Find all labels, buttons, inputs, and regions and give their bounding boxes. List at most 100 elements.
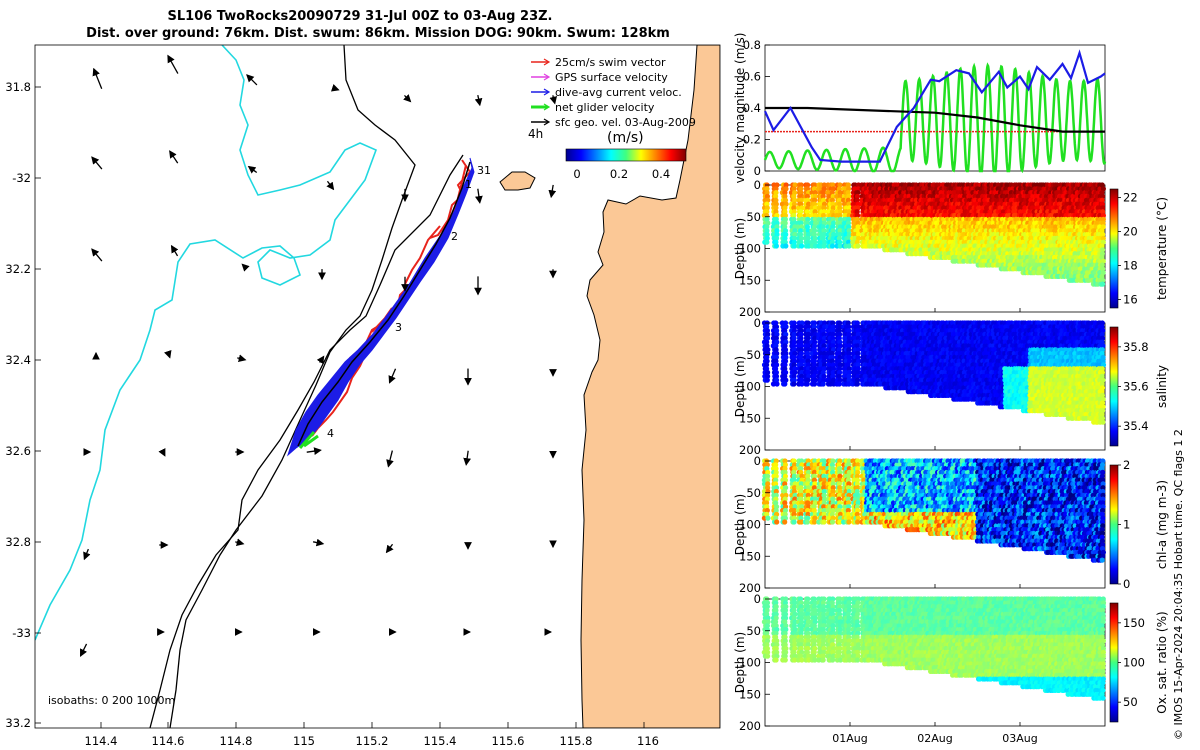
geo-arrow [164, 350, 172, 359]
profile-dot [774, 381, 780, 387]
geo-arrow [403, 94, 412, 103]
waypoint-31: 31 [477, 164, 491, 177]
velocity-y-tick-label: 0.6 [743, 70, 761, 84]
geo-arrow [235, 538, 245, 547]
colorbar-prefix: 4h [528, 127, 543, 141]
isobath-1000m [149, 154, 464, 728]
legend-label: GPS surface velocity [555, 71, 668, 84]
map-x-tick-label: 115.8 [560, 734, 593, 748]
map-x-tick-label: 115.2 [356, 734, 389, 748]
colorbar-tick-label: 20 [1123, 225, 1138, 239]
velocity-y-tick-label: 0.4 [743, 101, 761, 115]
profile-dot [774, 224, 780, 230]
depth-axis-label: Depth (m) [733, 218, 747, 279]
geo-arrow [91, 248, 103, 262]
velocity-y-tick-label: 0.8 [743, 38, 761, 52]
profile-dot [805, 220, 811, 226]
waypoint-4: 4 [327, 427, 334, 440]
profile-dot [812, 228, 818, 234]
profile-dot [812, 197, 818, 203]
geo-arrow [331, 84, 340, 92]
profile-dot [821, 201, 828, 207]
geo-arrow [312, 538, 325, 547]
profile-dot [764, 224, 770, 230]
profile-dot [764, 190, 770, 196]
profile-dot [782, 197, 789, 203]
profile-dot [836, 381, 842, 387]
profile-dot [805, 216, 811, 222]
geo-arrow [92, 67, 103, 90]
colorbar-tick-label: 22 [1123, 191, 1138, 205]
profile-dot [799, 243, 805, 249]
profile-dot [773, 197, 779, 203]
geo-arrow [158, 448, 166, 457]
waypoint-3: 3 [395, 321, 402, 334]
profile-dot [812, 212, 819, 219]
geo-arrow [475, 188, 483, 204]
geo-arrow [548, 184, 557, 199]
profile-dot [782, 209, 788, 215]
legend-swatch-head [543, 88, 551, 96]
profile-dot [791, 243, 798, 249]
map-y-tick-label: -33 [12, 626, 31, 640]
profile-dot [798, 182, 804, 188]
profile-dot [820, 193, 826, 199]
depth-tick-label: 50 [746, 210, 761, 224]
title-line-1: SL106 TwoRocks20090729 31-Jul 00Z to 03-… [168, 9, 553, 24]
geo-arrow [474, 94, 483, 107]
profile-dot [764, 228, 770, 234]
profile-dot [774, 220, 780, 226]
map-x-tick-label: 114.6 [152, 734, 185, 748]
profile-dot [773, 193, 779, 199]
colorbar-tick-label: 18 [1123, 259, 1138, 273]
geo-arrow [549, 95, 558, 105]
profile-dot [798, 228, 804, 234]
profile-dot [764, 186, 770, 192]
map-y-tick-label: 32.4 [5, 353, 31, 367]
geo-arrow [80, 643, 88, 657]
map-frame [34, 44, 721, 729]
profile-dot [829, 243, 836, 249]
geo-arrow [246, 74, 258, 86]
net-velocity-vectors [298, 431, 319, 449]
colorbar-tick: 0.2 [610, 167, 628, 181]
profile-dot [782, 239, 788, 245]
profile-dot [782, 220, 788, 226]
depth-tick-label: 0 [754, 178, 761, 192]
profile-dot [773, 239, 779, 245]
map-x-tick-label: 116 [637, 734, 659, 748]
profile-dot [791, 212, 797, 219]
profile-dot [805, 235, 811, 241]
profile-dot [855, 243, 861, 249]
map-y-tick-label: 32.6 [5, 444, 31, 458]
legend-swatch-head [543, 73, 551, 81]
profile-dot [764, 209, 770, 215]
geo-arrow [167, 54, 179, 74]
geo-arrow [83, 548, 91, 561]
profile-dot [805, 212, 811, 219]
profile-dot [812, 182, 818, 188]
profile-dot [791, 205, 797, 211]
map-y-tick-label: 32.2 [5, 262, 31, 276]
profile-dot [798, 186, 804, 192]
profile-dot [811, 381, 818, 387]
profile-dot [782, 381, 788, 387]
current-vectors [286, 157, 475, 457]
profile-dot [805, 231, 812, 238]
waypoint-2: 2 [451, 230, 458, 243]
geo-arrow [237, 354, 247, 363]
profile-dot [792, 197, 798, 203]
geo-arrow [463, 450, 471, 466]
profile-dot [782, 235, 788, 241]
colorbar-gradient [565, 148, 687, 162]
colorbar-tick: 0.4 [652, 167, 670, 181]
profile-dot [821, 182, 827, 188]
map-x-tick-label: 115.4 [424, 734, 457, 748]
geo-arrow [241, 263, 250, 272]
profile-dot [773, 190, 779, 196]
profile-dot [804, 193, 811, 199]
